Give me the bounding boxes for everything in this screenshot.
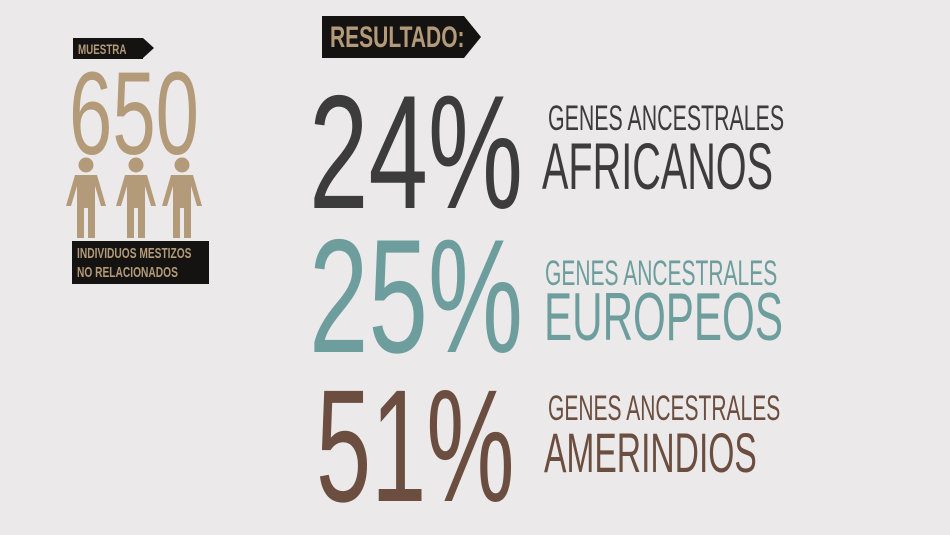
label-line1-europeos: GENES ANCESTRALES — [545, 254, 778, 293]
sample-label-tag: MUESTRA — [73, 38, 154, 59]
percent-europeos: 25% — [309, 206, 524, 387]
sample-description-line1: INDIVIDUOS MESTIZOS — [77, 245, 192, 262]
percent-amerindios: 51% — [316, 356, 515, 535]
tag-arrow-icon — [143, 38, 154, 58]
sample-description-line2: NO RELACIONADOS — [77, 264, 178, 281]
person-icon — [116, 157, 156, 238]
result-label: RESULTADO: — [330, 21, 465, 54]
person-icon — [66, 157, 106, 238]
percent-africanos: 24% — [309, 62, 524, 243]
sample-label: MUESTRA — [78, 41, 127, 57]
label-line1-africanos: GENES ANCESTRALES — [548, 99, 785, 138]
label-line2-amerindios: AMERINDIOS — [544, 421, 757, 484]
tag-arrow-icon — [464, 16, 481, 58]
label-line2-europeos: EUROPEOS — [544, 279, 783, 355]
label-line1-amerindios: GENES ANCESTRALES — [548, 389, 781, 428]
person-icon — [162, 157, 202, 238]
sample-count: 650 — [69, 48, 199, 180]
person-icons — [66, 157, 202, 238]
label-line2-africanos: AFRICANOS — [542, 129, 774, 203]
sample-description-box: INDIVIDUOS MESTIZOS NO RELACIONADOS — [72, 241, 209, 284]
result-label-tag: RESULTADO: — [322, 16, 481, 58]
